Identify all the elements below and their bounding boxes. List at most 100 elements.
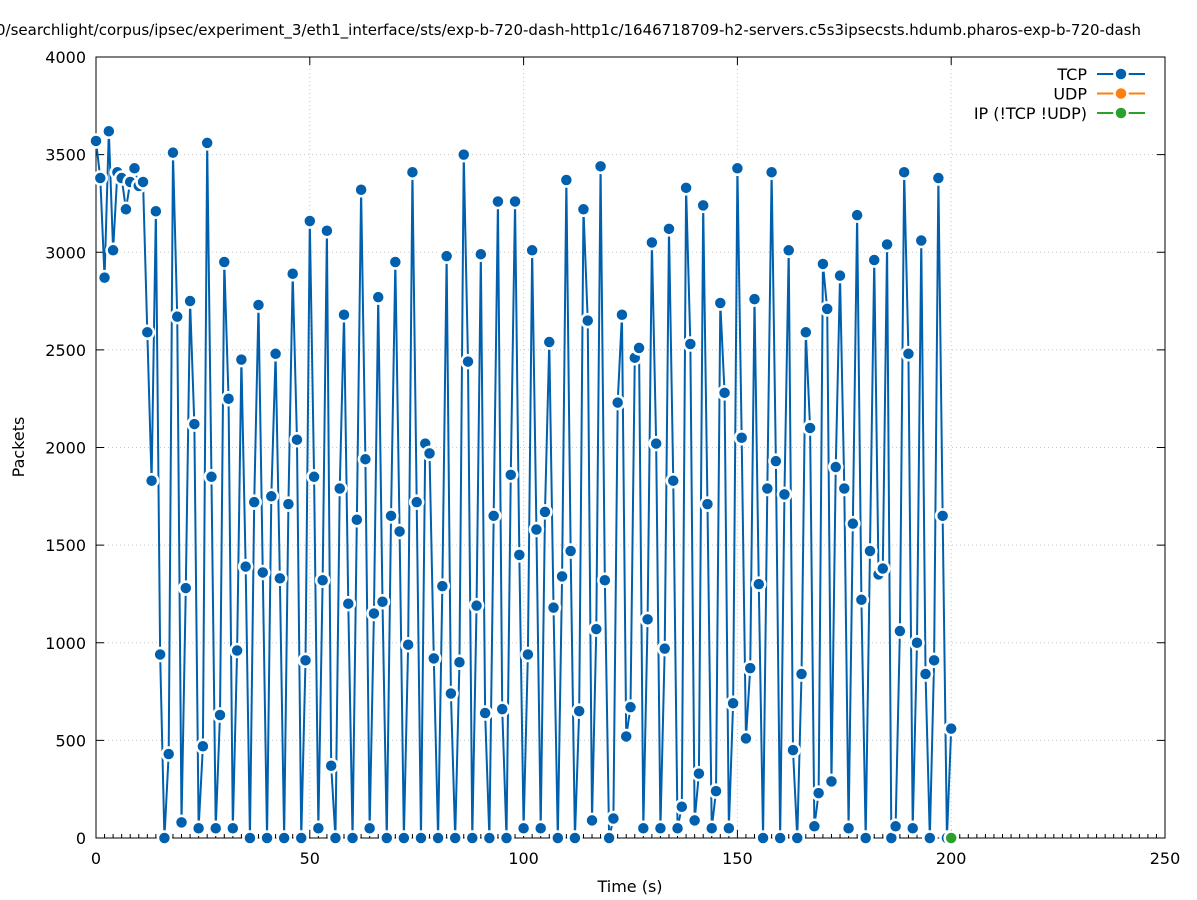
data-point-tcp xyxy=(314,572,331,589)
data-point-tcp xyxy=(746,291,763,307)
data-point-tcp xyxy=(289,431,305,448)
data-point-tcp xyxy=(917,666,934,682)
data-point-tcp xyxy=(674,799,690,815)
data-point-tcp xyxy=(413,830,429,846)
data-point-tcp xyxy=(520,646,536,663)
series-ip-tcp-udp xyxy=(943,830,959,846)
data-point-tcp xyxy=(588,621,605,637)
data-point-tcp xyxy=(875,560,891,577)
x-tick-label: 150 xyxy=(722,849,753,868)
data-point-tcp xyxy=(460,353,476,370)
data-point-tcp xyxy=(819,301,835,317)
data-point-tcp xyxy=(391,523,408,540)
data-point-tcp xyxy=(738,730,754,747)
data-point-tcp xyxy=(451,654,468,671)
data-point-tcp xyxy=(353,182,369,198)
data-point-tcp xyxy=(849,207,865,223)
data-point-tcp xyxy=(776,486,793,503)
data-point-tcp xyxy=(943,720,959,737)
data-point-tcp xyxy=(759,480,776,497)
data-point-tcp xyxy=(182,293,198,309)
data-point-tcp xyxy=(789,830,806,846)
data-point-tcp xyxy=(866,252,882,268)
data-point-tcp xyxy=(220,390,237,407)
data-point-tcp xyxy=(503,467,519,483)
data-point-tcp xyxy=(592,158,609,175)
data-point-tcp xyxy=(284,265,301,282)
data-point-tcp xyxy=(926,652,942,669)
data-point-tcp xyxy=(263,488,280,505)
data-point-tcp xyxy=(691,765,707,782)
data-point-tcp xyxy=(443,685,459,702)
data-point-tcp xyxy=(259,830,275,846)
data-point-tcp xyxy=(349,511,365,528)
data-point-tcp xyxy=(225,820,241,836)
data-point-tcp xyxy=(665,472,682,489)
data-point-tcp xyxy=(255,564,271,581)
data-point-tcp xyxy=(357,451,374,467)
data-point-tcp xyxy=(785,742,801,758)
data-point-tcp xyxy=(661,221,677,237)
data-point-tcp xyxy=(853,592,870,608)
data-point-tcp xyxy=(511,547,528,563)
data-point-tcp xyxy=(490,193,506,210)
data-point-tcp xyxy=(306,469,322,485)
data-point-tcp xyxy=(212,707,228,723)
data-point-tcp xyxy=(344,830,361,846)
legend-marker-ip-tcp-udp xyxy=(1113,105,1129,121)
chart-title: 0/searchlight/corpus/ipsec/experiment_3/… xyxy=(0,21,1141,40)
data-point-tcp xyxy=(686,812,703,829)
data-point-tcp xyxy=(88,133,104,149)
data-point-tcp xyxy=(836,480,853,497)
data-point-tcp xyxy=(242,830,258,846)
y-tick-label: 1500 xyxy=(45,536,86,555)
data-point-tcp xyxy=(828,459,844,475)
data-point-tcp xyxy=(190,820,207,836)
legend-label-udp: UDP xyxy=(1053,85,1087,104)
data-point-tcp xyxy=(485,508,502,524)
data-point-tcp xyxy=(280,496,297,512)
data-point-tcp xyxy=(216,254,233,270)
data-point-tcp xyxy=(323,758,339,774)
data-point-tcp xyxy=(823,773,840,790)
data-point-tcp xyxy=(477,705,493,721)
data-point-tcp xyxy=(656,640,673,657)
data-point-tcp xyxy=(695,197,711,214)
y-tick-label: 3500 xyxy=(45,146,86,165)
data-point-tcp xyxy=(507,193,523,210)
data-point-tcp xyxy=(699,496,716,512)
data-point-tcp xyxy=(622,699,639,715)
x-tick-label: 0 xyxy=(91,849,101,868)
y-tick-label: 2000 xyxy=(45,439,86,458)
data-point-tcp xyxy=(584,812,600,829)
data-point-tcp xyxy=(742,660,758,676)
data-point-tcp xyxy=(173,814,190,831)
data-point-tcp xyxy=(554,568,570,585)
data-point-tcp xyxy=(896,164,912,180)
data-point-tcp xyxy=(755,830,771,846)
data-point-tcp xyxy=(148,203,164,219)
y-tick-label: 2500 xyxy=(45,341,86,360)
data-point-tcp xyxy=(524,242,540,259)
data-point-tcp xyxy=(806,818,823,835)
data-point-tcp xyxy=(152,646,168,663)
data-point-tcp xyxy=(276,830,292,846)
data-point-tcp xyxy=(195,738,211,754)
data-point-tcp xyxy=(900,346,917,362)
data-point-tcp xyxy=(396,830,412,846)
x-axis-label: Time (s) xyxy=(596,877,662,896)
data-point-tcp xyxy=(669,820,686,836)
data-point-tcp xyxy=(331,480,348,497)
data-point-tcp xyxy=(725,695,741,712)
data-point-tcp xyxy=(729,160,746,177)
data-point-tcp xyxy=(379,830,395,846)
data-point-tcp xyxy=(913,232,930,249)
data-point-tcp xyxy=(361,820,378,836)
data-point-tcp xyxy=(160,746,177,762)
data-point-tcp xyxy=(879,236,895,253)
data-point-tcp xyxy=(802,420,818,436)
data-point-tcp xyxy=(143,472,160,489)
data-point-tcp xyxy=(297,652,314,669)
data-point-tcp xyxy=(922,830,938,846)
data-point-tcp xyxy=(233,351,250,368)
